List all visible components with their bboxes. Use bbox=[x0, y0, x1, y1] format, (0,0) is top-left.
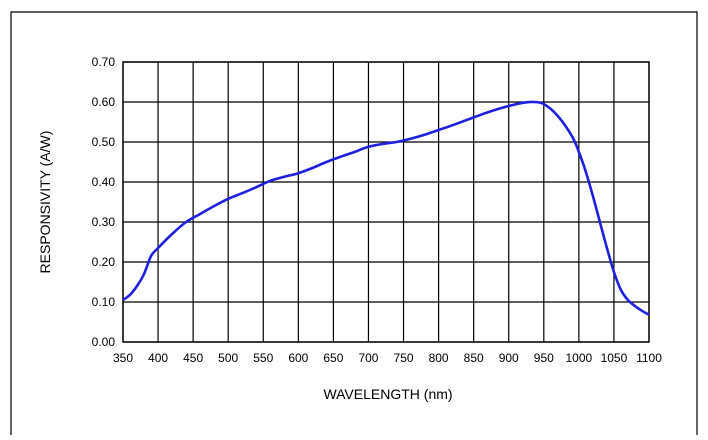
y-tick-labels: 0.00 0.10 0.20 0.30 0.40 0.50 0.60 0.70 bbox=[92, 55, 116, 349]
y-tick-label: 0.10 bbox=[92, 295, 116, 309]
y-axis-label: RESPONSIVITY (A/W) bbox=[37, 131, 53, 274]
y-tick-label: 0.60 bbox=[92, 95, 116, 109]
x-tick-label: 750 bbox=[394, 351, 414, 365]
x-tick-label: 950 bbox=[534, 351, 554, 365]
plot-border bbox=[122, 61, 650, 343]
x-tick-label: 700 bbox=[358, 351, 378, 365]
y-tick-label: 0.50 bbox=[92, 135, 116, 149]
x-tick-label: 800 bbox=[429, 351, 449, 365]
y-tick-label: 0.20 bbox=[92, 255, 116, 269]
x-tick-label: 450 bbox=[183, 351, 203, 365]
x-tick-label: 500 bbox=[218, 351, 238, 365]
responsivity-series-line bbox=[122, 100, 650, 316]
x-tick-label: 350 bbox=[113, 351, 133, 365]
series-group bbox=[122, 100, 650, 316]
y-tick-label: 0.40 bbox=[92, 175, 116, 189]
x-tick-labels: 350 400 450 500 550 600 650 700 750 800 850 900 950 1… bbox=[113, 351, 662, 365]
x-tick-label: 600 bbox=[288, 351, 308, 365]
x-axis-label: WAVELENGTH (nm) bbox=[323, 386, 452, 402]
plot-area-border bbox=[122, 61, 650, 343]
x-tick-label: 1100 bbox=[636, 351, 662, 365]
x-tick-label: 650 bbox=[323, 351, 343, 365]
x-tick-label: 1050 bbox=[601, 351, 628, 365]
x-tick-label: 400 bbox=[148, 351, 168, 365]
y-tick-label: 0.70 bbox=[92, 55, 116, 69]
y-tick-label: 0.00 bbox=[92, 335, 116, 349]
outer-border bbox=[10, 11, 698, 435]
x-tick-label: 1000 bbox=[566, 351, 593, 365]
grid bbox=[122, 61, 650, 343]
x-tick-label: 900 bbox=[499, 351, 519, 365]
x-tick-label: 550 bbox=[253, 351, 273, 365]
x-tick-label: 850 bbox=[464, 351, 484, 365]
y-tick-label: 0.30 bbox=[92, 215, 116, 229]
